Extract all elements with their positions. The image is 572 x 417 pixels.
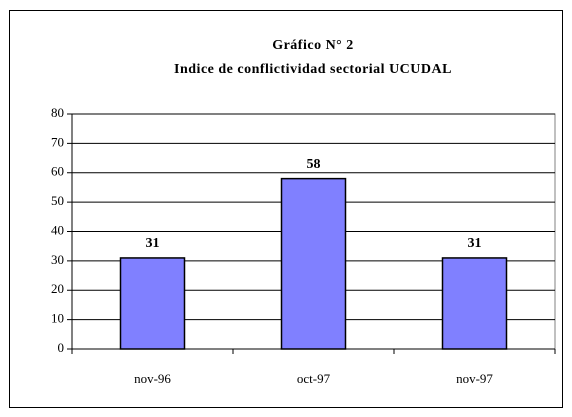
- data-label: 58: [307, 157, 321, 172]
- bar: [441, 257, 508, 350]
- x-tick-label: oct-97: [297, 371, 331, 386]
- x-tick-label: nov-96: [134, 371, 171, 386]
- y-tick-label: 60: [51, 164, 64, 179]
- y-tick-label: 10: [51, 311, 64, 326]
- chart-title: Gráfico N° 2: [272, 38, 354, 53]
- y-tick-label: 30: [51, 252, 64, 267]
- x-tick-label: nov-97: [456, 371, 493, 386]
- chart-subtitle: Indice de conflictividad sectorial UCUDA…: [174, 62, 452, 77]
- y-tick-label: 80: [51, 105, 64, 120]
- data-label: 31: [146, 236, 160, 251]
- bar: [119, 257, 186, 350]
- y-tick-label: 50: [51, 193, 64, 208]
- data-label: 31: [468, 236, 482, 251]
- bar: [280, 177, 347, 350]
- y-tick-label: 70: [51, 134, 64, 149]
- y-tick-label: 40: [51, 222, 64, 237]
- y-tick-label: 0: [58, 340, 65, 355]
- y-tick-label: 20: [51, 281, 64, 296]
